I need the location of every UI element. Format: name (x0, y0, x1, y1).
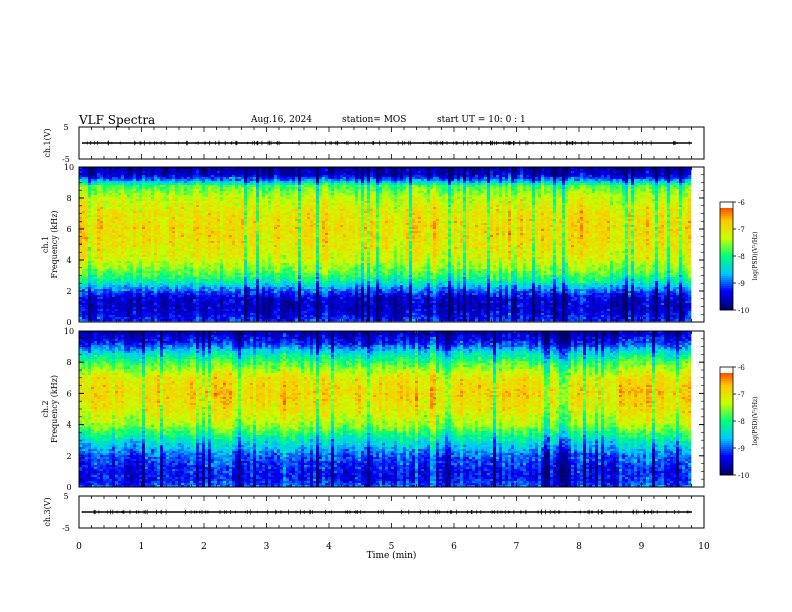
ch3-waveform-ylabel: ch.3(V) (43, 497, 52, 526)
ch2-spectrogram-image (79, 331, 691, 487)
ch1-spectrogram-colorbar-tick-label: -8 (738, 253, 745, 261)
x-tick-label: 7 (514, 542, 520, 552)
ch2-spectrogram-colorbar-tick-label: -6 (738, 364, 745, 372)
ch1-spectrogram-colorbar (720, 202, 733, 310)
ch2-spectrogram-ytick-label: 4 (66, 421, 71, 430)
ch2-spectrogram-colorbar (720, 367, 733, 475)
x-tick-label: 9 (639, 542, 645, 552)
ch2-spectrogram-ylabel-frequency: Frequency (kHz) (50, 375, 59, 443)
ch1-spectrogram-ytick-label: 8 (66, 194, 71, 203)
ch1-spectrogram-ytick-label: 4 (66, 256, 71, 265)
ch2-spectrogram-colorbar-tick-label: -7 (738, 391, 745, 399)
ch2-spectrogram-ytick-label: 2 (66, 452, 71, 461)
ch3-waveform-ytick-label: 5 (63, 492, 68, 501)
ch1-spectrogram-colorbar-tick-label: -6 (738, 199, 745, 207)
ch1-spectrogram-ytick-label: 6 (66, 225, 71, 234)
x-tick-label: 0 (76, 542, 82, 552)
x-tick-label: 2 (201, 542, 207, 552)
x-tick-label: 3 (264, 542, 270, 552)
ch2-spectrogram-colorbar-tick-label: -10 (738, 472, 749, 480)
ch1-spectrogram-colorbar-tick-label: -9 (738, 280, 745, 288)
x-tick-label: 6 (451, 542, 457, 552)
ch2-spectrogram-ylabel-channel: ch.2 (41, 400, 50, 417)
ch2-spectrogram-ytick-label: 10 (64, 327, 74, 336)
ch1-waveform-ytick-label: 5 (63, 123, 68, 132)
ch1-waveform-ylabel: ch.1(V) (43, 128, 52, 157)
ch1-spectrogram-ylabel-channel: ch.1 (41, 236, 50, 253)
ch1-spectrogram-ytick-label: 2 (66, 287, 71, 296)
ch2-spectrogram-ytick-label: 8 (66, 358, 71, 367)
ch1-spectrogram-image (79, 167, 691, 321)
x-axis-label: Time (min) (367, 550, 417, 561)
ch1-spectrogram-colorbar-tick-label: -7 (738, 226, 745, 234)
ch1-spectrogram-ytick-label: 0 (66, 318, 71, 327)
x-tick-label: 1 (139, 542, 145, 552)
ch1-spectrogram-ytick-label: 10 (64, 163, 74, 172)
ch3-waveform-ytick-label: -5 (62, 524, 70, 533)
ch1-spectrogram-colorbar-label: log(PSD)(V²/Hz) (752, 232, 759, 281)
ch2-spectrogram-ytick-label: 6 (66, 389, 71, 398)
ch1-spectrogram-colorbar-tick-label: -10 (738, 307, 749, 315)
ch2-spectrogram-colorbar-tick-label: -8 (738, 418, 745, 426)
ch2-spectrogram-colorbar-tick-label: -9 (738, 445, 745, 453)
ch2-spectrogram-colorbar-label: log(PSD)(V²/Hz) (752, 397, 759, 446)
x-tick-label: 4 (326, 542, 332, 552)
ch1-spectrogram-ylabel-frequency: Frequency (kHz) (50, 210, 59, 278)
x-tick-label: 10 (698, 542, 710, 552)
ch2-spectrogram-ytick-label: 0 (66, 483, 71, 492)
x-tick-label: 8 (576, 542, 582, 552)
